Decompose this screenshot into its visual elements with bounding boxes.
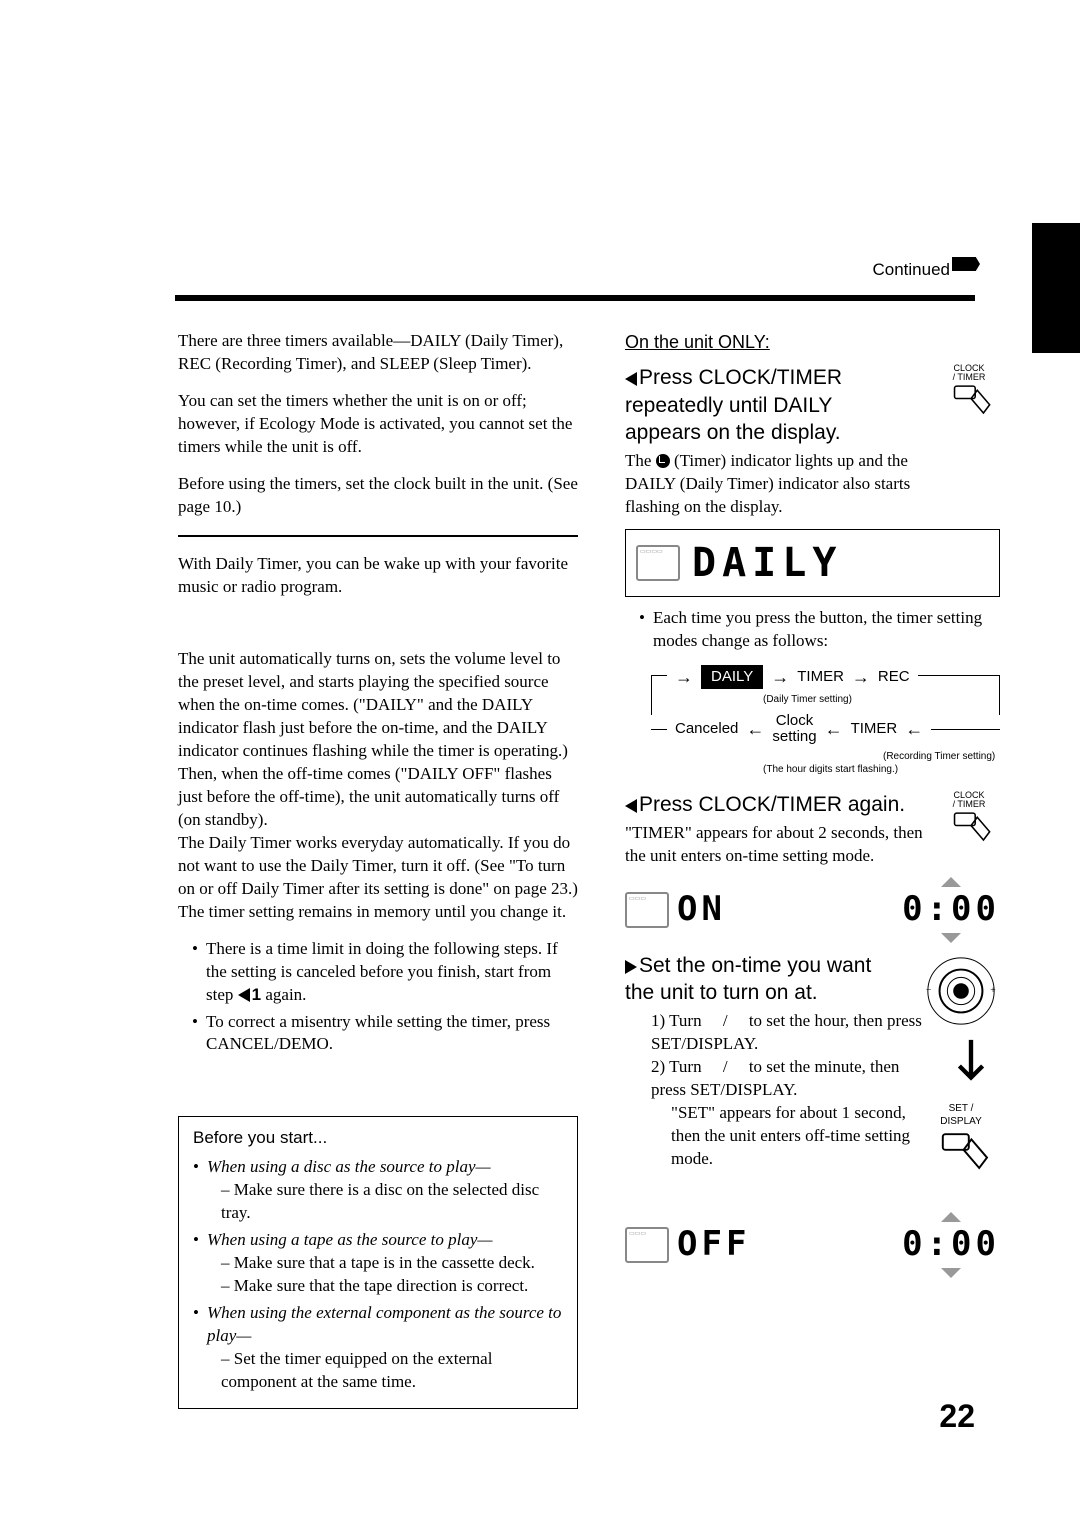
mini-panel-icon: ▭▭▭▭ — [636, 545, 680, 581]
right-column: On the unit ONLY: 1Press CLOCK/TIMER rep… — [625, 330, 1000, 1287]
step-2-title: Press CLOCK/TIMER again. — [639, 793, 905, 816]
svg-text:−: − — [926, 985, 932, 996]
timer-icon — [656, 454, 670, 468]
step-3-1a: Turn — [669, 1011, 701, 1030]
step-3-head: Set the on-time you want the unit to tur… — [625, 952, 905, 1007]
step-2-arrow-icon — [625, 799, 637, 813]
button-press-icon — [938, 382, 1000, 434]
note-timelimit-b: again. — [261, 985, 306, 1004]
clock-timer-button-icon-2: CLOCK / TIMER — [938, 791, 1000, 868]
jog-dial-icon: − + SET / DISPLAY — [922, 952, 1000, 1201]
each-time-note: Each time you press the button, the time… — [639, 607, 1000, 653]
before-disc-1: – Make sure there is a disc on the selec… — [207, 1179, 563, 1225]
continued-arrow-icon — [952, 257, 980, 271]
clock-timer-button-icon-1: CLOCK / TIMER — [938, 364, 1000, 441]
step-arrow-icon — [238, 988, 250, 1002]
continued-label: Continued — [872, 260, 950, 280]
set-display-label: SET / DISPLAY — [922, 1102, 1000, 1129]
display-daily: ▭▭▭▭ DAILY — [625, 529, 1000, 597]
svg-text:+: + — [990, 985, 996, 996]
display-daily-text: DAILY — [692, 536, 842, 590]
before-disc-em: When using a disc as the source to play— — [207, 1157, 491, 1176]
notes-list: There is a time limit in doing the follo… — [192, 938, 578, 1057]
before-tape-1: – Make sure that a tape is in the casset… — [207, 1252, 563, 1275]
flow-rec: REC — [878, 667, 910, 687]
step-3-n1: 1) — [651, 1011, 665, 1030]
flow-row-1: → DAILY → TIMER → REC — [651, 665, 1000, 689]
before-tape: When using a tape as the source to play—… — [193, 1229, 563, 1298]
step-1-title: Press CLOCK/TIMER repeatedly until DAILY… — [625, 366, 842, 444]
before-ext-em: When using the external component as the… — [207, 1303, 561, 1345]
flow-clock: Clock setting — [772, 713, 816, 746]
flow-caption-3: (The hour digits start flashing.) — [763, 763, 1000, 777]
before-tape-2: – Make sure that the tape direction is c… — [207, 1275, 563, 1298]
step-2: Press CLOCK/TIMER again. "TIMER" appears… — [625, 791, 1000, 868]
display-on: ▭▭▭ ON 0:00 — [625, 876, 1000, 944]
on-unit-only: On the unit ONLY: — [625, 330, 1000, 354]
step-1-body: The (Timer) indicator lights up and the … — [625, 450, 925, 519]
step-3-sub-2: 2) Turn / to set the minute, then press … — [651, 1056, 925, 1102]
left-column: There are three timers available—DAILY (… — [178, 330, 578, 1409]
step-3-1b: / — [723, 1011, 728, 1030]
dailytimer-intro: With Daily Timer, you can be wake up wit… — [178, 553, 578, 599]
up-arrow-icon-2 — [941, 1212, 961, 1222]
before-ext-1: – Set the timer equipped on the external… — [207, 1348, 563, 1394]
step-1-body-a: The — [625, 451, 656, 470]
flow-timer: TIMER — [797, 667, 844, 687]
step-1-head: 1Press CLOCK/TIMER repeatedly until DAIL… — [625, 364, 895, 446]
before-tape-em: When using a tape as the source to play— — [207, 1230, 493, 1249]
step-1-arrow-icon — [625, 372, 637, 386]
step-3-2a: Turn — [669, 1057, 701, 1076]
rule-mid-1 — [178, 535, 578, 537]
flow-canceled: Canceled — [675, 719, 738, 739]
step-3-arrow-icon — [625, 960, 637, 974]
note-timelimit: There is a time limit in doing the follo… — [192, 938, 578, 1007]
display-off-time: 0:00 — [902, 1222, 1000, 1268]
page-number: 22 — [939, 1398, 975, 1435]
step-1: 1Press CLOCK/TIMER repeatedly until DAIL… — [625, 364, 1000, 519]
mode-flow: → DAILY → TIMER → REC (Daily Timer setti… — [651, 665, 1000, 777]
note-cancel: To correct a misentry while setting the … — [192, 1011, 578, 1057]
flow-daily: DAILY — [701, 665, 763, 689]
clock-timer-label-1: CLOCK / TIMER — [938, 364, 1000, 382]
step-3-n2: 2) — [651, 1057, 665, 1076]
rule-top — [175, 295, 975, 301]
how-it-works-2: The Daily Timer works everyday automatic… — [178, 832, 578, 924]
step-3: Set the on-time you want the unit to tur… — [625, 952, 1000, 1171]
before-you-start-box: Before you start... When using a disc as… — [178, 1116, 578, 1408]
before-heading: Before you start... — [193, 1127, 563, 1150]
display-off: ▭▭▭ OFF 0:00 — [625, 1211, 1000, 1279]
intro-para-1: There are three timers available—DAILY (… — [178, 330, 578, 376]
flow-row-2: Canceled ← Clock setting ← TIMER ← — [651, 713, 1000, 746]
step-2-body: "TIMER" appears for about 2 seconds, the… — [625, 822, 925, 868]
step-3-sub-1: 1) Turn / to set the hour, then press SE… — [651, 1010, 925, 1056]
how-it-works-1: The unit automatically turns on, sets th… — [178, 648, 578, 832]
display-on-time: 0:00 — [902, 887, 1000, 933]
button-press-icon-2 — [938, 809, 1000, 861]
step-3-sub-3: "SET" appears for about 1 second, then t… — [651, 1102, 925, 1171]
down-arrow-icon-2 — [941, 1268, 961, 1278]
note-step-num: 1 — [252, 985, 261, 1004]
flow-timer-2: TIMER — [851, 719, 898, 739]
intro-para-3: Before using the timers, set the clock b… — [178, 473, 578, 519]
display-on-text: ON — [677, 887, 726, 933]
before-disc: When using a disc as the source to play—… — [193, 1156, 563, 1225]
before-ext: When using the external component as the… — [193, 1302, 563, 1394]
step-3-title: Set the on-time you want the unit to tur… — [625, 954, 871, 1004]
mini-panel-icon-2: ▭▭▭ — [625, 892, 669, 928]
step-3-body: 1) Turn / to set the hour, then press SE… — [625, 1010, 925, 1171]
side-tab — [1032, 223, 1080, 353]
intro-para-2: You can set the timers whether the unit … — [178, 390, 578, 459]
down-arrow-icon — [941, 933, 961, 943]
mini-panel-icon-3: ▭▭▭ — [625, 1227, 669, 1263]
up-arrow-icon — [941, 877, 961, 887]
step-3-2b: / — [723, 1057, 728, 1076]
display-off-text: OFF — [677, 1222, 750, 1268]
flow-caption-2: (Recording Timer setting) — [883, 750, 1000, 764]
clock-timer-label-2: CLOCK / TIMER — [938, 791, 1000, 809]
